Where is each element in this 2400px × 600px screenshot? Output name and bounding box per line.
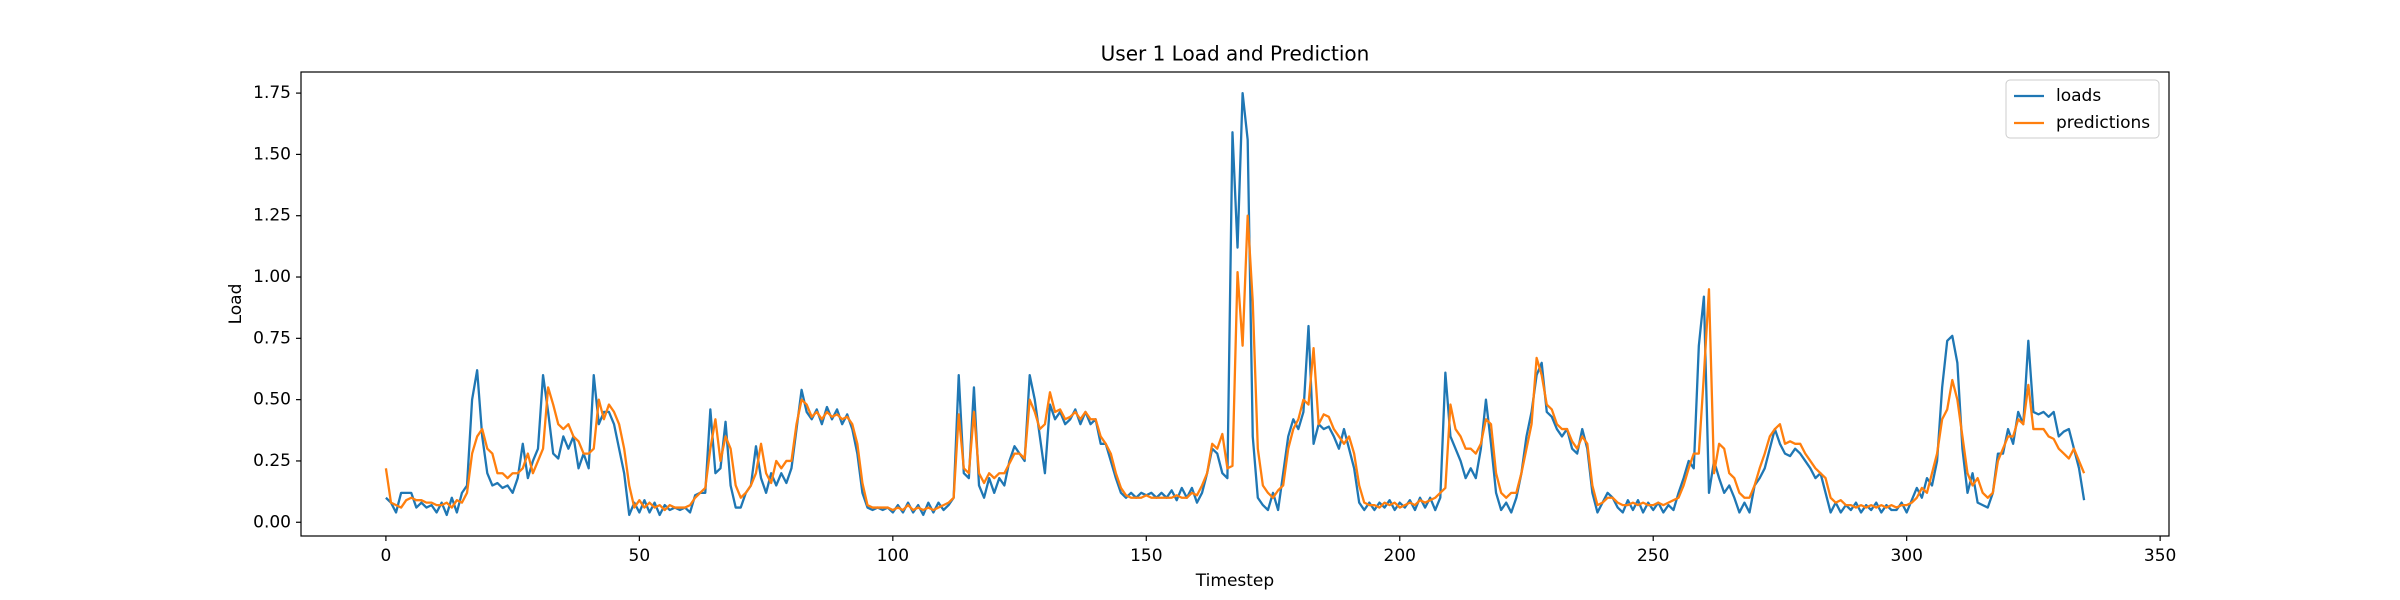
chart-title: User 1 Load and Prediction (1101, 42, 1370, 66)
y-tick-label: 0.75 (253, 328, 291, 348)
y-axis-label: Load (226, 284, 246, 325)
x-tick-label: 200 (1384, 546, 1416, 566)
x-tick-label: 350 (2144, 546, 2176, 566)
y-tick-label: 1.75 (253, 83, 291, 103)
legend-box (2005, 79, 2160, 139)
x-tick-label: 50 (629, 546, 651, 566)
legend: loads predictions (2005, 79, 2160, 139)
x-tick-label: 250 (1637, 546, 1669, 566)
y-tick-label: 0.25 (253, 451, 291, 471)
x-tick-label: 150 (1130, 546, 1162, 566)
legend-label: loads (2056, 86, 2101, 106)
x-tick-label: 0 (380, 546, 391, 566)
series-line (385, 91, 2086, 517)
y-tick-label: 0.00 (253, 512, 291, 532)
y-tick-label: 0.50 (253, 390, 291, 410)
x-tick-label: 300 (1890, 546, 1922, 566)
series-line (384, 214, 2086, 512)
x-tick-label: 100 (877, 546, 909, 566)
y-tick-label: 1.00 (253, 267, 291, 287)
y-tick-label: 1.25 (253, 206, 291, 226)
y-tick-label: 1.50 (253, 144, 291, 164)
plot-frame (300, 71, 2170, 537)
legend-label: predictions (2056, 113, 2150, 133)
x-axis-label: Timestep (1195, 571, 1274, 591)
